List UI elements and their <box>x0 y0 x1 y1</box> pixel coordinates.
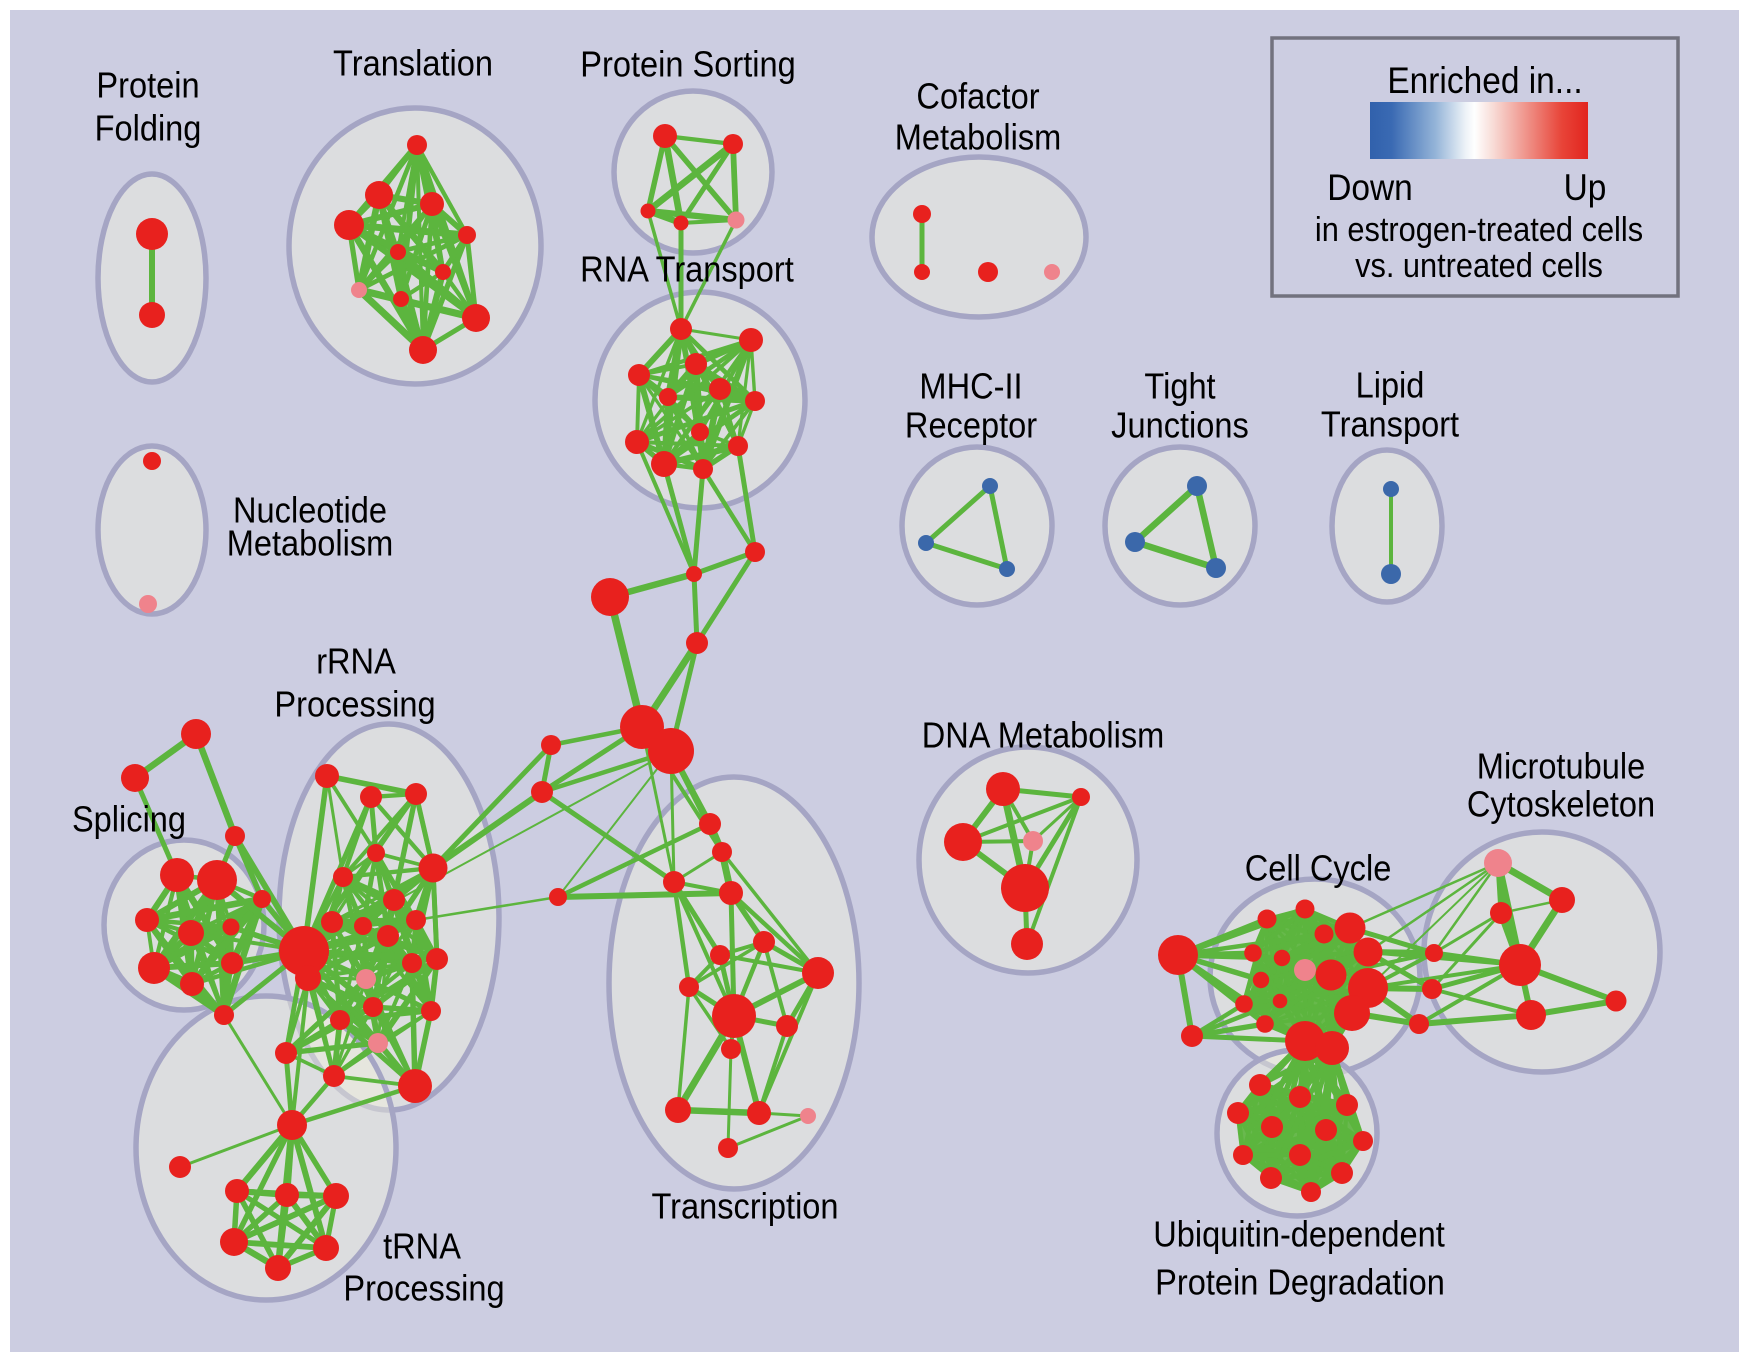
svg-text:Metabolism: Metabolism <box>227 524 394 564</box>
svg-text:Cell Cycle: Cell Cycle <box>1245 849 1392 889</box>
svg-text:tRNA: tRNA <box>383 1227 461 1267</box>
svg-text:Cofactor: Cofactor <box>916 77 1039 117</box>
svg-text:Nucleotide: Nucleotide <box>233 491 387 531</box>
svg-text:Enriched in...: Enriched in... <box>1387 60 1582 101</box>
svg-text:Processing: Processing <box>343 1269 504 1309</box>
svg-text:Cytoskeleton: Cytoskeleton <box>1467 785 1655 825</box>
svg-text:Protein Sorting: Protein Sorting <box>580 45 795 85</box>
svg-text:in estrogen-treated cells: in estrogen-treated cells <box>1315 211 1643 249</box>
svg-text:Protein: Protein <box>96 66 199 106</box>
svg-text:Translation: Translation <box>333 44 493 84</box>
svg-text:Protein Degradation: Protein Degradation <box>1155 1263 1445 1303</box>
svg-text:rRNA: rRNA <box>316 642 396 682</box>
svg-text:vs. untreated cells: vs. untreated cells <box>1355 247 1603 285</box>
svg-text:MHC-II: MHC-II <box>919 367 1022 407</box>
svg-text:Metabolism: Metabolism <box>895 118 1062 158</box>
svg-text:Transport: Transport <box>1321 405 1460 445</box>
svg-text:Splicing: Splicing <box>72 800 186 840</box>
svg-text:Lipid: Lipid <box>1356 366 1425 406</box>
svg-text:Down: Down <box>1327 167 1413 208</box>
svg-text:Microtubule: Microtubule <box>1477 747 1645 787</box>
svg-text:Folding: Folding <box>95 109 202 149</box>
svg-text:Processing: Processing <box>274 685 435 725</box>
svg-text:Receptor: Receptor <box>905 406 1037 446</box>
svg-text:Ubiquitin-dependent: Ubiquitin-dependent <box>1153 1215 1445 1255</box>
svg-text:Up: Up <box>1564 167 1607 208</box>
svg-text:Transcription: Transcription <box>651 1187 838 1227</box>
svg-text:Junctions: Junctions <box>1111 406 1249 446</box>
svg-text:DNA Metabolism: DNA Metabolism <box>922 716 1165 756</box>
svg-text:RNA Transport: RNA Transport <box>580 250 794 290</box>
svg-text:Tight: Tight <box>1144 367 1216 407</box>
